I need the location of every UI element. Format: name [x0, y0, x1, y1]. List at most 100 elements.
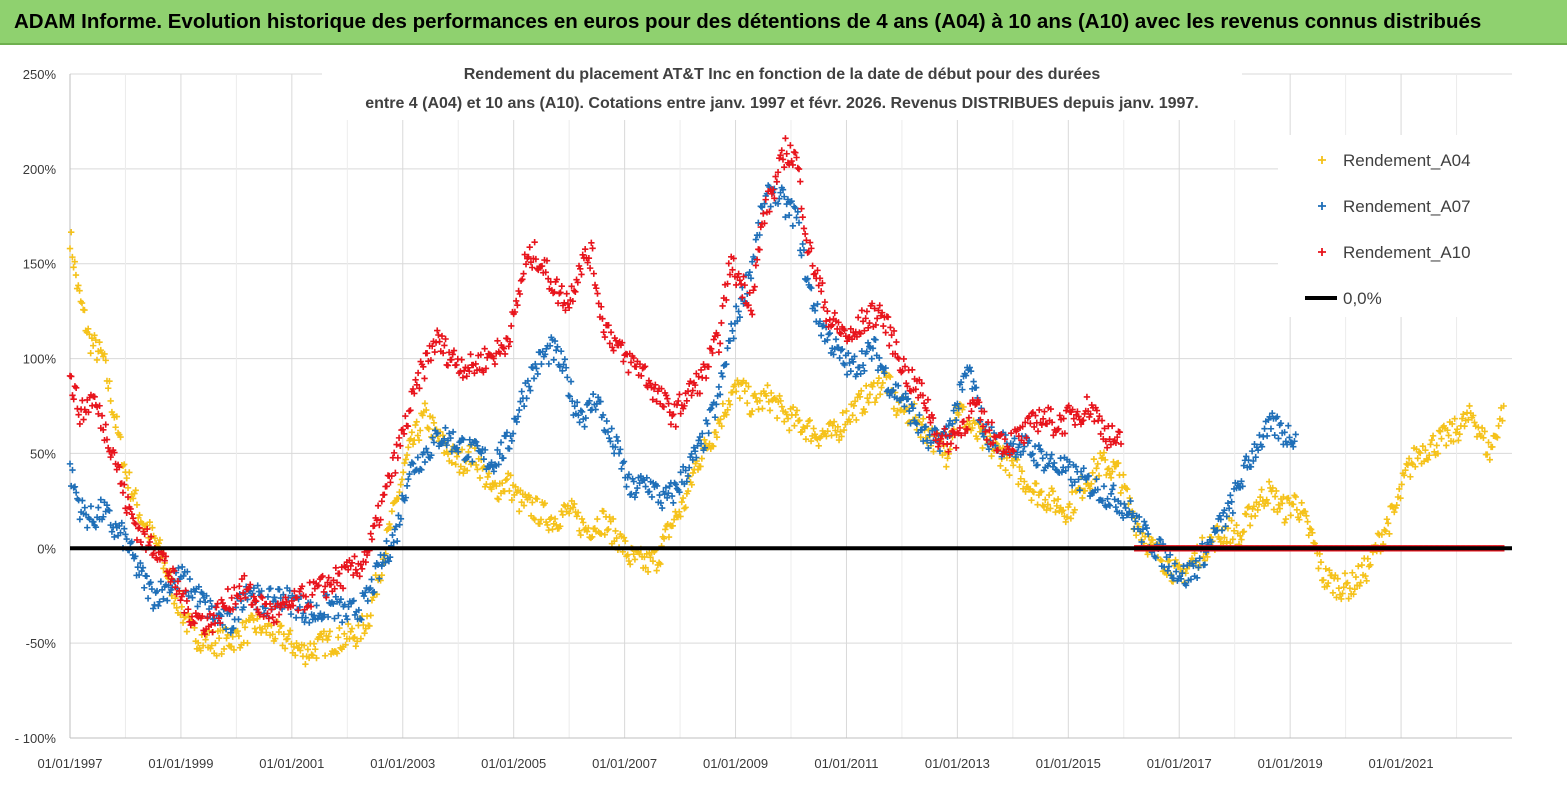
data-point [1006, 451, 1014, 458]
data-point [1141, 518, 1148, 525]
data-point [586, 264, 594, 272]
data-point [901, 403, 908, 410]
data-point [414, 432, 422, 439]
data-point [1429, 432, 1437, 440]
data-point [378, 562, 385, 570]
data-point [160, 549, 167, 557]
data-point [740, 273, 747, 280]
data-point [1324, 579, 1332, 587]
data-point [614, 437, 622, 445]
data-point [1190, 562, 1197, 570]
data-point [923, 437, 931, 444]
data-point [220, 645, 228, 653]
data-point [898, 368, 905, 376]
data-point [714, 331, 721, 339]
data-point [1070, 415, 1078, 422]
data-point [861, 408, 869, 416]
data-point [561, 356, 569, 363]
data-point [1094, 460, 1101, 468]
data-point [1094, 486, 1101, 493]
data-point [207, 597, 214, 605]
data-point [1334, 575, 1341, 582]
data-point [1179, 569, 1186, 577]
data-point [620, 358, 627, 365]
data-point [495, 496, 502, 503]
data-point [803, 276, 810, 284]
data-point [551, 288, 558, 296]
data-point [512, 297, 520, 305]
data-point [960, 418, 967, 425]
data-point [1033, 480, 1040, 487]
data-point [605, 322, 612, 329]
data-point [879, 379, 886, 387]
data-point [788, 197, 795, 205]
data-point [264, 593, 272, 601]
data-point [843, 407, 850, 415]
data-point [1122, 484, 1130, 492]
data-point [472, 461, 480, 469]
data-point [103, 436, 111, 443]
data-point [239, 619, 246, 626]
data-point [535, 266, 542, 274]
data-point [295, 607, 302, 614]
title-background [322, 58, 1242, 120]
data-point [168, 575, 176, 583]
legend-item: 0,0% [1305, 289, 1382, 308]
data-point [236, 583, 243, 590]
data-point [1298, 499, 1305, 507]
data-point [854, 314, 862, 321]
data-point [783, 200, 790, 208]
data-point [1242, 453, 1250, 460]
data-point [653, 398, 660, 405]
data-point [736, 277, 744, 284]
data-point [612, 527, 619, 535]
data-point [323, 594, 330, 601]
data-point [203, 592, 210, 600]
data-point [263, 629, 270, 636]
data-point [1083, 476, 1090, 483]
data-point [516, 508, 523, 515]
data-point [506, 487, 513, 495]
data-point [75, 411, 82, 418]
data-point [729, 266, 736, 274]
data-point [741, 281, 748, 289]
data-point [1346, 585, 1354, 592]
data-point [1038, 421, 1046, 429]
data-point [532, 360, 539, 368]
data-point [997, 462, 1004, 470]
data-point [724, 280, 731, 288]
data-point [886, 342, 893, 349]
data-point [1443, 442, 1450, 449]
data-point [131, 519, 138, 527]
data-point [357, 561, 365, 568]
data-point [833, 431, 840, 439]
data-point [565, 304, 573, 311]
data-point [126, 469, 133, 476]
data-point [396, 521, 403, 528]
data-point [508, 437, 516, 445]
data-point [429, 342, 436, 350]
data-point [191, 620, 198, 627]
data-point [792, 204, 799, 212]
data-point [683, 478, 691, 485]
data-point [989, 439, 997, 447]
data-point [1086, 485, 1094, 492]
legend-plus-swatch [1318, 248, 1326, 256]
data-point [107, 453, 114, 461]
data-point [1323, 583, 1331, 590]
data-point [1271, 493, 1279, 500]
data-point [418, 466, 425, 474]
data-point [155, 602, 162, 609]
data-point [824, 307, 831, 315]
data-point [708, 345, 715, 353]
y-tick-label: 200% [23, 162, 57, 177]
data-point [924, 396, 932, 403]
data-point [1047, 455, 1054, 462]
data-point [151, 601, 158, 609]
data-point [351, 553, 358, 560]
y-tick-label: 50% [30, 446, 56, 461]
data-point [1027, 420, 1034, 427]
data-point [781, 418, 788, 425]
data-point [368, 536, 376, 543]
data-point [571, 500, 578, 508]
